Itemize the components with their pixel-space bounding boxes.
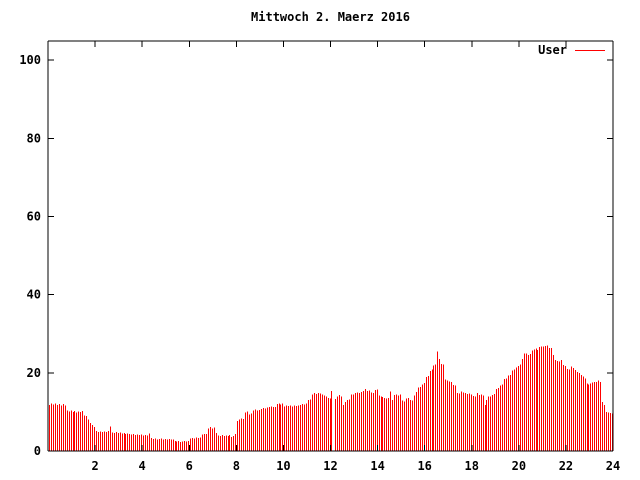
svg-text:2: 2 xyxy=(91,459,98,473)
x-axis-ticks xyxy=(94,41,614,451)
svg-text:4: 4 xyxy=(139,459,146,473)
svg-text:18: 18 xyxy=(465,459,479,473)
svg-text:0: 0 xyxy=(34,444,41,458)
legend-label-user: User xyxy=(538,43,567,57)
svg-text:20: 20 xyxy=(27,366,41,380)
svg-text:14: 14 xyxy=(370,459,384,473)
svg-text:22: 22 xyxy=(559,459,573,473)
impulse-bars xyxy=(49,345,613,451)
svg-text:40: 40 xyxy=(27,288,41,302)
svg-text:10: 10 xyxy=(276,459,290,473)
svg-text:20: 20 xyxy=(512,459,526,473)
svg-text:60: 60 xyxy=(27,209,41,223)
y-axis-labels: 0 20 40 60 80 100 xyxy=(19,53,41,458)
svg-text:16: 16 xyxy=(417,459,431,473)
svg-text:12: 12 xyxy=(323,459,337,473)
svg-text:100: 100 xyxy=(19,53,41,67)
legend: User xyxy=(538,43,605,57)
chart-title: Mittwoch 2. Maerz 2016 xyxy=(251,10,410,24)
x-axis-labels: 2 4 6 8 10 12 14 16 18 20 22 24 xyxy=(91,459,620,473)
svg-text:8: 8 xyxy=(233,459,240,473)
svg-text:80: 80 xyxy=(27,131,41,145)
y-axis-ticks xyxy=(48,59,613,452)
svg-text:6: 6 xyxy=(186,459,193,473)
legend-line-sample xyxy=(575,49,605,51)
svg-text:24: 24 xyxy=(606,459,620,473)
